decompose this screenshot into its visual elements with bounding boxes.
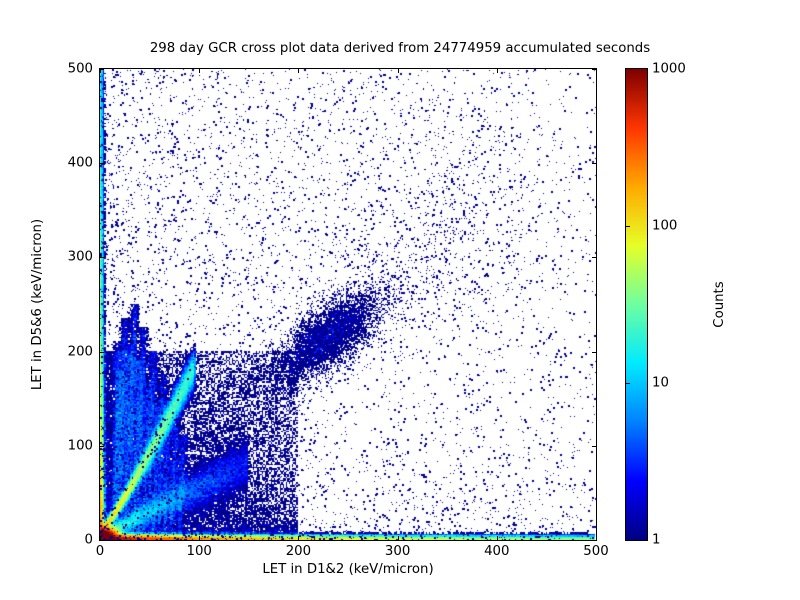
x-tick-200-bottom bbox=[298, 536, 300, 540]
x-tick-0-bottom bbox=[100, 536, 101, 540]
y-tick-100-left bbox=[100, 445, 104, 447]
y-tick-label-0: 0 bbox=[84, 532, 93, 548]
y-axis-label: LET in D5&6 (keV/micron) bbox=[30, 218, 45, 391]
colorbar-tick-label-1: 1 bbox=[652, 532, 661, 548]
x-tick-500-bottom bbox=[596, 536, 597, 540]
x-tick-label-200: 200 bbox=[285, 544, 312, 559]
y-tick-label-400: 400 bbox=[67, 155, 93, 171]
x-tick-100-bottom bbox=[199, 536, 201, 540]
scatter-density-plot bbox=[100, 69, 596, 540]
colorbar-label: Counts bbox=[712, 281, 727, 328]
x-tick-100-top bbox=[199, 69, 201, 73]
colorbar-tick-10 bbox=[626, 383, 630, 384]
y-tick-200-right bbox=[592, 351, 596, 353]
plot-axes bbox=[99, 68, 597, 541]
y-tick-500-right bbox=[592, 69, 596, 70]
x-tick-300-top bbox=[397, 69, 399, 73]
y-tick-400-left bbox=[100, 163, 104, 165]
x-tick-400-bottom bbox=[496, 536, 498, 540]
x-tick-200-top bbox=[298, 69, 300, 73]
y-tick-label-500: 500 bbox=[67, 61, 93, 77]
y-tick-100-right bbox=[592, 445, 596, 447]
colorbar-tick-label-10: 10 bbox=[652, 375, 669, 391]
y-tick-400-right bbox=[592, 163, 596, 165]
y-tick-label-300: 300 bbox=[67, 249, 93, 265]
colorbar-tick-label-100: 100 bbox=[652, 218, 678, 234]
x-tick-400-top bbox=[496, 69, 498, 73]
x-tick-300-bottom bbox=[397, 536, 399, 540]
x-tick-label-300: 300 bbox=[384, 544, 411, 559]
y-tick-label-200: 200 bbox=[67, 344, 93, 360]
x-tick-500-top bbox=[596, 69, 597, 73]
y-tick-200-left bbox=[100, 351, 104, 353]
x-tick-label-0: 0 bbox=[95, 544, 105, 559]
y-tick-300-left bbox=[100, 257, 104, 259]
colorbar-tick-100 bbox=[626, 226, 630, 227]
y-tick-300-right bbox=[592, 257, 596, 259]
colorbar-gradient bbox=[626, 69, 647, 540]
colorbar bbox=[625, 68, 648, 541]
y-tick-500-left bbox=[100, 69, 104, 70]
title-line-1: 298 day GCR cross plot data derived from… bbox=[149, 41, 651, 56]
y-tick-label-100: 100 bbox=[67, 438, 93, 454]
x-tick-label-400: 400 bbox=[484, 544, 510, 559]
y-tick-0-right bbox=[592, 540, 596, 541]
x-tick-label-500: 500 bbox=[583, 544, 609, 559]
x-tick-label-100: 100 bbox=[186, 544, 212, 559]
x-tick-0-top bbox=[100, 69, 101, 73]
colorbar-tick-label-1000: 1000 bbox=[652, 61, 686, 77]
x-axis-label: LET in D1&2 (keV/micron) bbox=[262, 562, 434, 577]
